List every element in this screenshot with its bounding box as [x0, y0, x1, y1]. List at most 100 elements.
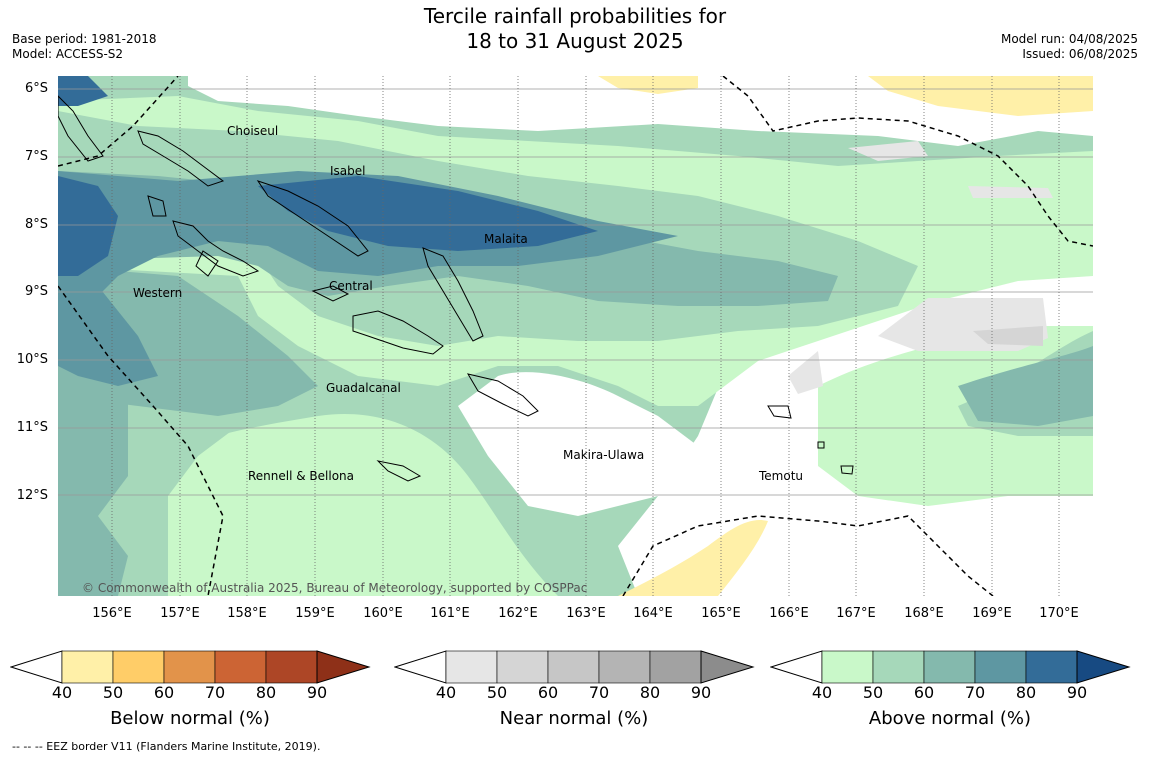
probability-map [58, 76, 1093, 596]
lon-label-168e: 168°E [904, 606, 944, 621]
lon-label-165e: 165°E [701, 606, 741, 621]
island-bougainville-tip [58, 95, 104, 162]
colorbar-tick-label: 80 [1015, 683, 1037, 702]
lon-label-159e: 159°E [295, 606, 335, 621]
colorbar-tick-label: 50 [486, 683, 508, 702]
colorbar-above-normal [770, 650, 1131, 684]
lon-label-164e: 164°E [633, 606, 673, 621]
colorbar-tick-label: 80 [639, 683, 661, 702]
lon-label-158e: 158°E [227, 606, 267, 621]
colorbar-title-above: Above normal (%) [868, 708, 1032, 729]
lon-label-160e: 160°E [363, 606, 403, 621]
colorbar-segment [445, 650, 498, 684]
title-line-1: Tercile rainfall probabilities for [423, 4, 727, 28]
lon-label-162e: 162°E [498, 606, 538, 621]
eez-border [58, 76, 1093, 596]
lat-label-11s: 11°S [16, 420, 48, 435]
label-isabel: Isabel [330, 164, 366, 178]
colorbar-tick-label: 90 [306, 683, 328, 702]
title-line-2: 18 to 31 August 2025 [466, 29, 684, 53]
colorbar-tick-label: 40 [811, 683, 833, 702]
lat-gridlines [58, 88, 1093, 496]
base-period: Base period: 1981-2018 [12, 32, 157, 46]
colorbar-segment [649, 650, 702, 684]
colorbar-under-triangle [394, 650, 447, 684]
island-new-georgia [172, 220, 260, 277]
colorbar-below-normal [10, 650, 371, 684]
colorbar-segment [872, 650, 925, 684]
blue-80-core [258, 176, 598, 251]
lat-label-12s: 12°S [16, 488, 48, 503]
colorbar-segment [112, 650, 165, 684]
island-makira [466, 373, 539, 417]
lon-label-167e: 167°E [836, 606, 876, 621]
map-title: Tercile rainfall probabilities for 18 to… [0, 4, 1150, 54]
lat-label-10s: 10°S [16, 352, 48, 367]
colorbar-segment [547, 650, 600, 684]
lat-label-8s: 8°S [24, 217, 48, 232]
blue-80-west [58, 176, 118, 276]
colorbar-tick-label: 60 [153, 683, 175, 702]
colorbar-segment [265, 650, 318, 684]
eez-legend-note: -- -- -- EEZ border V11 (Flanders Marine… [12, 740, 321, 753]
colorbar-over-triangle [1076, 650, 1131, 684]
yellow-below-south [618, 520, 768, 596]
island-guadalcanal [352, 310, 444, 355]
colorbar-segment [1025, 650, 1078, 684]
island-rennell [376, 460, 422, 482]
coastlines [58, 95, 854, 482]
colorbar-segment [598, 650, 651, 684]
lon-label-157e: 157°E [160, 606, 200, 621]
lon-label-156e: 156°E [92, 606, 132, 621]
colorbar-segment [214, 650, 267, 684]
colorbar-title-below: Below normal (%) [110, 708, 270, 729]
colorbar-segment [163, 650, 216, 684]
grey-near-temotu [788, 351, 823, 394]
colorbar-under-triangle [770, 650, 823, 684]
island-florida [311, 285, 350, 302]
label-malaita: Malaita [484, 232, 528, 246]
grey-near-east-inner [973, 326, 1043, 346]
lat-label-6s: 6°S [24, 81, 48, 96]
colorbar-segment [923, 650, 976, 684]
label-guadalcanal: Guadalcanal [326, 381, 401, 395]
grey-near-east-small [968, 186, 1053, 198]
colorbar-title-near: Near normal (%) [499, 708, 649, 729]
lon-label-170e: 170°E [1039, 606, 1079, 621]
lon-label-163e: 163°E [566, 606, 606, 621]
colorbar-under-triangle [10, 650, 63, 684]
colorbar-tick-label: 90 [690, 683, 712, 702]
copyright-notice: © Commonwealth of Australia 2025, Bureau… [82, 581, 588, 595]
meta-right: Model run: 04/08/2025 Issued: 06/08/2025 [1001, 32, 1138, 62]
lat-label-7s: 7°S [24, 149, 48, 164]
colorbar-segment [61, 650, 114, 684]
lon-label-166e: 166°E [769, 606, 809, 621]
colorbar-over-triangle [316, 650, 371, 684]
colorbar-near-normal [394, 650, 755, 684]
island-vanikoro [840, 465, 854, 475]
issued-date: Issued: 06/08/2025 [1022, 47, 1138, 61]
colorbar-tick-label: 60 [913, 683, 935, 702]
colorbar-tick-label: 40 [435, 683, 457, 702]
lon-label-169e: 169°E [972, 606, 1012, 621]
island-vella-lavella [147, 195, 167, 217]
colorbar-segment [821, 650, 874, 684]
label-temotu: Temotu [759, 469, 804, 483]
colorbar-tick-label: 70 [964, 683, 986, 702]
island-utupua [817, 441, 825, 449]
lat-label-9s: 9°S [24, 284, 48, 299]
label-western: Western [133, 286, 183, 300]
colorbar-segment [974, 650, 1027, 684]
island-santa-cruz [767, 405, 792, 419]
island-santa-isabel [256, 180, 369, 257]
model-name: Model: ACCESS-S2 [12, 47, 124, 61]
label-choiseul: Choiseul [227, 124, 279, 138]
blue-80-northwest [58, 76, 108, 106]
colorbar-tick-label: 70 [204, 683, 226, 702]
colorbar-tick-label: 50 [862, 683, 884, 702]
blue-70-west [58, 276, 158, 386]
colorbar-tick-label: 90 [1066, 683, 1088, 702]
island-malaita [422, 247, 484, 342]
label-makira-ulawa: Makira-Ulawa [563, 448, 645, 462]
colorbar-tick-label: 50 [102, 683, 124, 702]
